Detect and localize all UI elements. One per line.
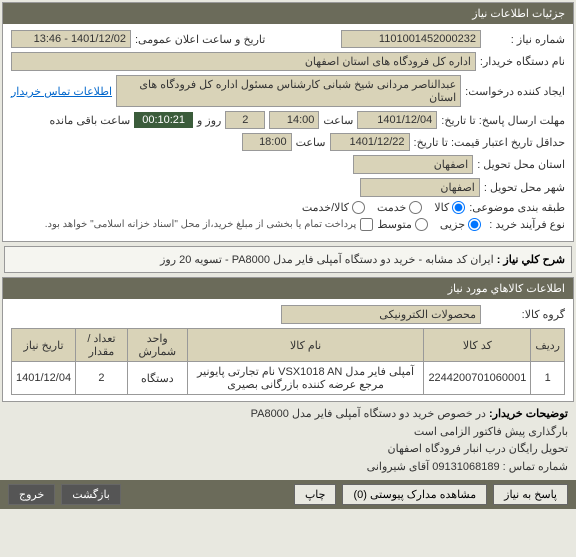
announce-label: تاریخ و ساعت اعلان عمومی: xyxy=(135,33,265,46)
treasury-checkbox[interactable] xyxy=(360,218,373,231)
purchase-type-label: نوع فرآیند خرید : xyxy=(485,218,565,231)
validity-hour: 18:00 xyxy=(242,133,292,151)
need-number-value: 1101001452000232 xyxy=(341,30,481,48)
radio-goods-input[interactable] xyxy=(452,201,465,214)
table-header: تاریخ نیاز xyxy=(12,329,76,362)
day-and-label: روز و xyxy=(197,114,221,127)
announce-value: 1401/12/02 - 13:46 xyxy=(11,30,131,48)
table-row: 12244200701060001آمپلی فایر مدل VSX1018 … xyxy=(12,362,565,395)
table-header: نام کالا xyxy=(187,329,424,362)
contact-link[interactable]: اطلاعات تماس خریدار xyxy=(11,85,112,98)
radio-minor-input[interactable] xyxy=(468,218,481,231)
purchase-type-radio-group: جزیی متوسط xyxy=(377,218,481,231)
goods-group-value: محصولات الکترونیکی xyxy=(281,305,481,324)
goods-group-label: گروه کالا: xyxy=(485,308,565,321)
table-header: تعداد / مقدار xyxy=(76,329,128,362)
radio-both[interactable]: کالا/خدمت xyxy=(302,201,365,214)
need-number-label: شماره نیاز : xyxy=(485,33,565,46)
reply-button[interactable]: پاسخ به نیاز xyxy=(493,484,568,505)
validity-label: حداقل تاریخ اعتبار قیمت: تا تاریخ: xyxy=(414,136,565,149)
countdown-timer: 00:10:21 xyxy=(134,112,193,128)
radio-minor[interactable]: جزیی xyxy=(440,218,481,231)
goods-table: ردیفکد کالانام کالاواحد شمارشتعداد / مقد… xyxy=(11,328,565,395)
table-header: ردیف xyxy=(531,329,565,362)
attachments-button[interactable]: مشاهده مدارک پیوستی (0) xyxy=(342,484,487,505)
requester-label: ایجاد کننده درخواست: xyxy=(465,85,565,98)
radio-service-input[interactable] xyxy=(409,201,422,214)
city-value: اصفهان xyxy=(360,178,480,197)
hour-label-2: ساعت xyxy=(296,136,326,149)
radio-medium[interactable]: متوسط xyxy=(377,218,428,231)
buyer-name-value: اداره کل فرودگاه های استان اصفهان xyxy=(11,52,476,71)
buyer-name-label: نام دستگاه خریدار: xyxy=(480,55,565,68)
exit-button[interactable]: خروج xyxy=(8,484,55,505)
category-radio-group: کالا خدمت کالا/خدمت xyxy=(302,201,465,214)
desc-text: ایران کد مشابه - خرید دو دستگاه آمپلی فا… xyxy=(160,254,494,266)
remain-label: ساعت باقی مانده xyxy=(49,114,130,127)
city-label: شهر محل تحویل : xyxy=(484,181,565,194)
deadline-label: مهلت ارسال پاسخ: تا تاریخ: xyxy=(441,114,565,127)
return-button[interactable]: بازگشت xyxy=(61,484,121,505)
province-value: اصفهان xyxy=(353,155,473,174)
delivery-method-label: طبقه بندی موضوعی: xyxy=(469,201,565,214)
need-place-label: استان محل تحویل : xyxy=(477,158,565,171)
radio-service[interactable]: خدمت xyxy=(377,201,422,214)
requester-value: عبدالناصر مردانی شیخ شبانی کارشناس مسئول… xyxy=(116,75,461,107)
print-button[interactable]: چاپ xyxy=(294,484,337,505)
desc-title: شرح کلي نیاز : xyxy=(497,254,565,266)
hour-label-1: ساعت xyxy=(323,114,353,127)
table-header: واحد شمارش xyxy=(127,329,187,362)
deadline-hour: 14:00 xyxy=(269,111,319,129)
panel-title: جزئیات اطلاعات نیاز xyxy=(3,3,573,24)
goods-info-title: اطلاعات کالاهاي مورد نیاز xyxy=(3,278,573,299)
days-remaining: 2 xyxy=(225,111,265,129)
deadline-date: 1401/12/04 xyxy=(357,111,437,129)
radio-both-input[interactable] xyxy=(352,201,365,214)
radio-medium-input[interactable] xyxy=(415,218,428,231)
table-header: کد کالا xyxy=(424,329,531,362)
radio-goods[interactable]: کالا xyxy=(434,201,465,214)
treasury-note: پرداخت تمام یا بخشی از مبلغ خرید،از محل … xyxy=(45,219,357,230)
buyer-notes-label: توضیحات خریدار: xyxy=(489,408,568,420)
validity-date: 1401/12/22 xyxy=(330,133,410,151)
